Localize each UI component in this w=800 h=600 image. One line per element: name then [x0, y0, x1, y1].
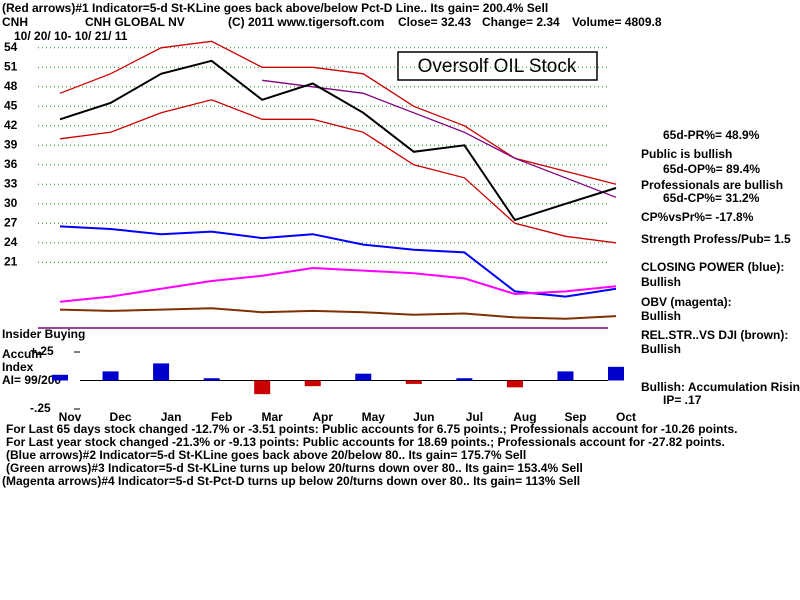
bar — [254, 380, 271, 395]
indicator-note: (Red arrows)#1 Indicator=5-d St-KLine go… — [2, 1, 548, 15]
series-line — [59, 40, 617, 185]
side-note: Strength Profess/Pub= 1.5 — [641, 232, 791, 246]
title-box — [397, 51, 598, 81]
side-note: Bullish — [641, 309, 681, 323]
side-note: CP%vsPr%= -17.8% — [641, 210, 754, 224]
series-line — [59, 59, 617, 222]
side-note: 65d-PR%= 48.9% — [663, 128, 760, 142]
y-tick-label: 48 — [4, 79, 18, 93]
accum-annotation: AI= 99/200 — [2, 373, 61, 387]
y-tick-label: 54 — [4, 40, 18, 54]
y-tick-label: 42 — [4, 118, 18, 132]
series-line — [59, 225, 617, 298]
x-tick-label: Jun — [413, 410, 434, 424]
site: (C) 2011 www.tigersoft.com — [228, 15, 384, 29]
series-line — [59, 307, 617, 320]
footer-note: (Green arrows)#3 Indicator=5-d St-KLine … — [6, 461, 583, 475]
y-tick-label: 51 — [4, 59, 18, 73]
series-line — [59, 266, 617, 303]
x-tick-label: Dec — [110, 410, 132, 424]
bar — [608, 366, 624, 381]
side-note: 65d-CP%= 31.2% — [663, 191, 760, 205]
y-tick-label: +.25 — [30, 344, 54, 358]
bar — [355, 373, 372, 381]
side-note: OBV (magenta): — [641, 295, 732, 309]
y-tick-label: -.25 — [30, 401, 51, 415]
bar — [456, 378, 473, 381]
bar — [304, 380, 321, 387]
side-note: Bullish: Accumulation Rising — [641, 380, 800, 394]
y-tick-label: 27 — [4, 215, 18, 229]
y-tick-label: 39 — [4, 137, 18, 151]
side-note: Bullish — [641, 275, 681, 289]
x-tick-label: Sep — [564, 410, 586, 424]
x-tick-label: May — [362, 410, 386, 424]
y-tick-label: 24 — [4, 235, 18, 249]
y-tick-label: 30 — [4, 196, 18, 210]
x-tick-label: Aug — [513, 410, 536, 424]
side-note: 65d-OP%= 89.4% — [663, 162, 760, 176]
bar — [557, 371, 574, 381]
side-note: CLOSING POWER (blue): — [641, 260, 784, 274]
accum-label: Index — [2, 360, 34, 374]
close: Close= 32.43 — [398, 15, 471, 29]
y-tick-label: 21 — [4, 254, 18, 268]
bar — [506, 380, 523, 388]
footer-note: (Magenta arrows)#4 Indicator=5-d St-Pct-… — [2, 474, 580, 488]
y-tick-label: 45 — [4, 98, 18, 112]
volume: Volume= 4809.8 — [572, 15, 662, 29]
x-tick-label: Jan — [161, 410, 182, 424]
side-note: IP= .17 — [663, 393, 702, 407]
x-tick-label: Feb — [211, 410, 232, 424]
y-tick-label: 33 — [4, 176, 18, 190]
bar — [153, 363, 170, 381]
footer-note: For Last year stock changed -21.3% or -9… — [6, 435, 725, 449]
x-tick-label: Oct — [616, 410, 636, 424]
insider-label: Insider Buying — [2, 327, 85, 341]
chart-title: Oversolf OIL Stock — [418, 56, 577, 77]
side-note: Bullish — [641, 342, 681, 356]
x-tick-label: Apr — [312, 410, 333, 424]
y-tick-label: 36 — [4, 157, 18, 171]
x-tick-label: Jul — [466, 410, 483, 424]
side-note: Public is bullish — [641, 147, 732, 161]
change: Change= 2.34 — [482, 15, 560, 29]
date-range: 10/ 20/ 10- 10/ 21/ 11 — [14, 29, 128, 43]
accum-label: Accum — [2, 347, 42, 361]
side-note: REL.STR..VS DJI (brown): — [641, 328, 788, 342]
x-tick-label: Mar — [262, 410, 284, 424]
series-line — [59, 99, 617, 244]
ticker: CNH — [2, 15, 28, 29]
side-note: Professionals are bullish — [641, 178, 783, 192]
footer-note: For Last 65 days stock changed -12.7% or… — [6, 422, 738, 436]
bar — [203, 378, 220, 381]
bar — [52, 374, 68, 381]
bar — [405, 380, 422, 384]
footer-note: (Blue arrows)#2 Indicator=5-d St-KLine g… — [6, 448, 526, 462]
bar — [102, 371, 119, 381]
x-tick-label: Nov — [59, 410, 82, 424]
series-line — [262, 79, 617, 198]
company: CNH GLOBAL NV — [85, 15, 185, 29]
